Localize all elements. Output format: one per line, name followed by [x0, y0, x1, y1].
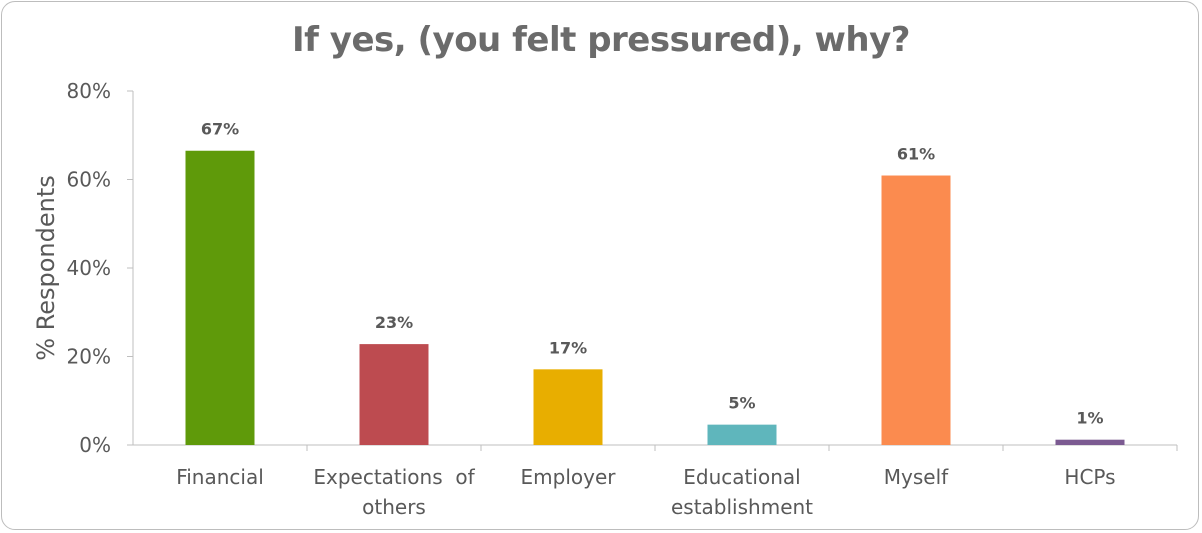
x-tick-label: establishment: [671, 495, 813, 519]
y-tick-label: 0%: [79, 433, 111, 457]
bar: [707, 424, 777, 445]
y-tick-label: 60%: [67, 168, 111, 192]
bar: [881, 175, 951, 445]
bars: [185, 150, 1125, 446]
data-label: 17%: [549, 338, 587, 357]
bar: [1055, 439, 1125, 445]
data-label: 1%: [1076, 409, 1103, 428]
bar: [533, 369, 603, 445]
y-tick-label: 40%: [67, 256, 111, 280]
chart-title: If yes, (you felt pressured), why?: [292, 20, 911, 60]
x-tick-label: HCPs: [1064, 465, 1115, 489]
x-tick-label: Employer: [521, 465, 617, 489]
axes: 0% 20% 40% 60% 80% % Respondents: [32, 79, 1178, 457]
bar: [359, 344, 429, 445]
y-tick-label: 80%: [67, 79, 111, 103]
x-tick-label: Educational: [683, 465, 800, 489]
y-tick-label: 20%: [67, 345, 111, 369]
bar: [185, 150, 255, 446]
labels: 67% Financial 23% Expectations of others 17% E…: [176, 120, 1115, 519]
y-axis-title: % Respondents: [32, 175, 60, 361]
data-label: 61%: [897, 145, 935, 164]
x-tick-label: Myself: [884, 465, 949, 489]
x-tick-label: Expectations of: [313, 465, 475, 489]
data-label: 67%: [201, 120, 239, 139]
x-tick-label: Financial: [176, 465, 264, 489]
data-label: 5%: [728, 394, 755, 413]
x-tick-label: others: [362, 495, 426, 519]
data-label: 23%: [375, 313, 413, 332]
